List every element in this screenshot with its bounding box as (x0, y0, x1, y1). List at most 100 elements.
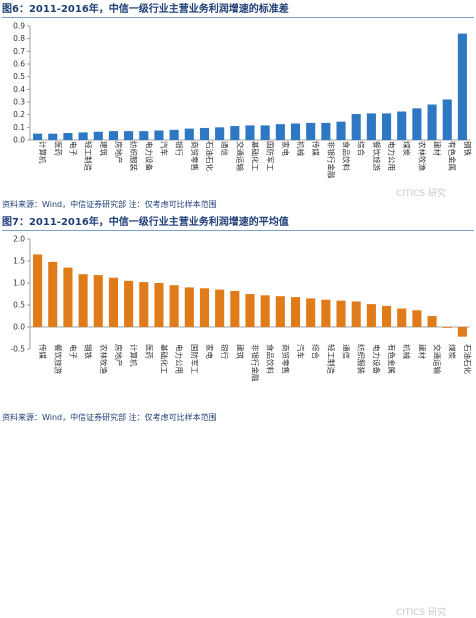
category-label: 有色金属 (448, 141, 458, 171)
category-label: 计算机 (38, 141, 48, 164)
bar (63, 267, 73, 327)
category-label: 机械 (402, 344, 412, 359)
bar (397, 308, 407, 327)
category-label: 传媒 (38, 344, 48, 359)
bar (275, 124, 285, 140)
category-label: 钢铁 (84, 344, 94, 359)
category-label: 基础化工 (159, 344, 169, 374)
category-label: 电力公用 (175, 344, 185, 374)
y-tick-label: 0.0 (13, 136, 25, 145)
bar (78, 274, 88, 327)
category-label: 医药 (53, 141, 63, 156)
y-tick-label: 0.8 (13, 34, 25, 43)
bar (230, 126, 240, 140)
bar (290, 297, 301, 327)
bar (260, 295, 270, 327)
category-label: 基础化工 (251, 141, 261, 171)
category-label: 餐饮旅游 (372, 141, 382, 171)
y-tick-label: 2.0 (13, 235, 25, 244)
category-label: 计算机 (129, 344, 139, 367)
bar (139, 282, 149, 327)
bar (154, 283, 164, 327)
category-label: 煤炭 (402, 141, 412, 156)
bar (321, 299, 331, 327)
category-label: 房地产 (114, 344, 124, 367)
y-tick-label: 0.5 (13, 301, 25, 310)
bar (366, 113, 376, 140)
bar (412, 108, 422, 140)
bar (351, 114, 361, 140)
bar (336, 300, 346, 327)
bar (397, 111, 407, 140)
bar (306, 298, 316, 327)
bar (169, 129, 179, 140)
y-tick-label: 0.5 (13, 72, 25, 81)
bar (215, 127, 225, 140)
y-tick-label: 0.3 (13, 98, 25, 107)
source-note: 资料来源：Wind，中信证券研究部 注：仅考虑可比样本范围 (2, 413, 217, 422)
category-label: 国防军工 (266, 141, 276, 171)
category-label: 非银行金融 (251, 344, 261, 382)
category-label: 建筑 (99, 141, 109, 156)
category-label: 食品饮料 (342, 141, 352, 171)
chart-block-std-dev: 图6：2011-2016年，中信一级行业主营业务利润增速的标准差 0.0 0.1 0… (0, 0, 476, 212)
bar (366, 304, 376, 327)
bar (108, 277, 118, 327)
y-tick-label: 0.9 (13, 22, 25, 31)
bar (351, 301, 361, 327)
y-tick-label: 0.2 (13, 110, 25, 119)
y-tick-label: 0.7 (13, 47, 25, 56)
bar (442, 327, 452, 328)
chart-block-mean: 图7：2011-2016年，中信一级行业主营业务利润增速的平均值 -0.5 0.0… (0, 213, 476, 618)
bar (154, 130, 164, 140)
category-label: 商贸零售 (281, 344, 291, 374)
bar (442, 99, 452, 140)
chart-title: 图6：2011-2016年，中信一级行业主营业务利润增速的标准差 (2, 2, 474, 18)
bar (124, 131, 134, 140)
category-label: 机械 (296, 141, 306, 156)
category-label: 煤炭 (448, 344, 458, 359)
bar (108, 131, 118, 140)
category-label: 银行 (220, 344, 230, 359)
category-label: 钢铁 (463, 141, 473, 156)
category-label: 轻工制造 (84, 141, 94, 171)
bar (321, 122, 331, 140)
bar (382, 113, 392, 140)
watermark: CITICS 研究 (396, 189, 446, 199)
category-label: 石油石化 (463, 344, 473, 374)
bar (245, 294, 255, 327)
category-label: 交通运输 (235, 141, 245, 171)
category-label: 非银行金融 (326, 141, 336, 179)
bar (457, 327, 467, 337)
category-label: 纺织服装 (129, 141, 139, 171)
bar-chart-mean: -0.5 0.0 0.5 1.0 1.5 2.0 传媒 餐饮旅游 电子 钢铁 农林牧渔 房地产 计算机医… (10, 235, 473, 382)
bar (33, 254, 43, 327)
bar (48, 133, 58, 140)
category-label: 国防军工 (190, 344, 200, 374)
category-label: 通信 (220, 141, 230, 156)
category-label: 电力设备 (144, 141, 154, 171)
category-label: 商贸零售 (190, 141, 200, 171)
bar (230, 290, 240, 327)
category-label: 电子 (68, 344, 78, 359)
category-label: 农林牧渔 (99, 344, 109, 374)
bar (427, 316, 437, 327)
bar (215, 289, 225, 327)
category-label: 电子 (68, 141, 78, 156)
y-tick-label: 1.0 (13, 279, 25, 288)
bar (245, 125, 255, 140)
category-label: 汽车 (159, 141, 169, 156)
bar (306, 122, 316, 140)
bar (139, 131, 149, 140)
category-label: 餐饮旅游 (53, 344, 63, 374)
y-tick-label: -0.5 (10, 345, 25, 354)
category-label: 医药 (144, 344, 154, 359)
bar (184, 287, 194, 327)
y-tick-label: 0.6 (13, 60, 25, 69)
category-label: 家电 (281, 141, 291, 156)
bar (412, 310, 422, 327)
category-label: 房地产 (114, 141, 124, 164)
y-tick-label: 1.5 (13, 257, 25, 266)
category-label: 食品饮料 (266, 344, 276, 374)
y-tick-label: 0.4 (13, 85, 25, 94)
